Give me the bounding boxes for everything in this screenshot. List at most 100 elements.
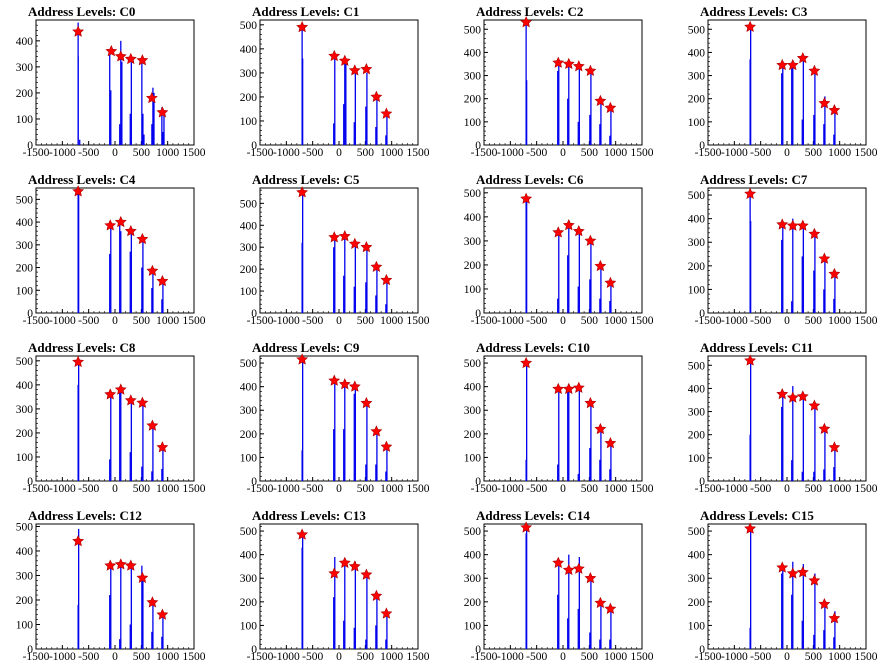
peak-marker — [105, 45, 118, 57]
x-tick-label: -1000 — [49, 147, 76, 159]
x-tick-label: 1000 — [828, 483, 851, 495]
y-tick-label: 0 — [475, 476, 481, 488]
peak-marker — [156, 608, 169, 620]
plot-frame — [483, 355, 643, 482]
x-tick-label: 500 — [805, 651, 823, 663]
peak-marker — [136, 54, 149, 66]
peak-marker — [296, 20, 309, 33]
x-tick-label: 1500 — [631, 147, 654, 159]
chart-panel: Address Levels: C11 0 100 200 300 400 500 -1500… — [672, 336, 896, 504]
chart-title: Address Levels: C8 — [28, 340, 136, 355]
y-tick-label: 400 — [240, 382, 258, 394]
peak-marker — [104, 559, 117, 571]
x-tick-label: 1500 — [183, 483, 206, 495]
peak-marker — [796, 219, 809, 231]
chart-plot: 0 100 200 300 400 -1500 -1000 -500 0 500 1000 1500 — [16, 19, 206, 159]
x-tick-label: -1000 — [497, 147, 524, 159]
peak-marker — [828, 104, 841, 116]
y-tick-label: 100 — [464, 117, 482, 129]
y-tick-label: 500 — [240, 20, 258, 32]
plot-frame — [259, 19, 419, 146]
chart-plot: 0 100 200 300 400 500 -1500 -1000 -500 0 500 1000 15… — [464, 16, 654, 159]
chart-title: Address Levels: C11 — [700, 340, 814, 355]
x-tick-label: 1500 — [631, 483, 654, 495]
y-tick-label: 100 — [464, 620, 482, 632]
plot-frame — [259, 187, 419, 314]
y-tick-label: 200 — [464, 429, 482, 441]
peak-marker — [296, 353, 309, 365]
x-tick-label: -1000 — [273, 483, 300, 495]
x-tick-label: -1500 — [23, 651, 50, 663]
chart-plot: 0 100 200 300 400 500 -1500 -1000 -500 0 500 1000 15… — [240, 353, 430, 495]
peak-marker — [786, 219, 799, 231]
x-tick-label: -500 — [78, 147, 99, 159]
peak-marker — [744, 522, 757, 534]
y-tick-label: 200 — [16, 88, 34, 100]
x-tick-label: -1500 — [695, 315, 722, 327]
peak-marker — [328, 374, 341, 386]
plot-frame — [259, 523, 419, 650]
peak-marker — [145, 91, 158, 104]
x-tick-label: -1500 — [695, 651, 722, 663]
y-tick-label: 200 — [16, 428, 34, 440]
chart-panel: Address Levels: C5 0 100 200 300 400 500 -1500-… — [224, 168, 448, 336]
peak-marker — [520, 192, 533, 204]
chart-title: Address Levels: C13 — [252, 508, 366, 523]
x-tick-label: -1500 — [247, 483, 274, 495]
y-tick-label: 400 — [464, 550, 482, 562]
y-tick-label: 300 — [464, 71, 482, 83]
x-tick-label: 500 — [805, 483, 823, 495]
y-tick-label: 500 — [240, 526, 258, 538]
peak-marker — [808, 227, 821, 240]
x-tick-label: 1000 — [156, 483, 179, 495]
x-tick-label: 0 — [112, 483, 118, 495]
plot-frame — [483, 523, 643, 650]
peak-marker — [146, 419, 159, 431]
y-tick-label: 300 — [16, 404, 34, 416]
chart-title: Address Levels: C12 — [28, 508, 142, 523]
y-tick-label: 0 — [27, 476, 33, 488]
x-tick-label: 1000 — [156, 651, 179, 663]
x-tick-label: -1500 — [471, 651, 498, 663]
y-tick-label: 200 — [464, 260, 482, 272]
peak-marker — [594, 259, 607, 272]
peak-marker — [360, 568, 373, 580]
x-tick-label: -1000 — [273, 147, 300, 159]
y-tick-label: 200 — [240, 429, 258, 441]
x-tick-label: 1500 — [631, 315, 654, 327]
y-tick-label: 300 — [240, 242, 258, 254]
peak-marker — [562, 382, 575, 395]
peak-marker — [296, 528, 309, 540]
peak-marker — [786, 58, 799, 71]
chart-title: Address Levels: C15 — [700, 508, 814, 523]
peak-marker — [338, 54, 351, 66]
plot-frame — [707, 355, 867, 482]
y-tick-label: 300 — [688, 237, 706, 249]
chart-plot: 0 100 200 300 400 500 -1500 -1000 -500 0 500 1000 15… — [688, 187, 878, 327]
x-tick-label: -1000 — [497, 315, 524, 327]
peak-marker — [776, 58, 789, 71]
peak-marker — [828, 267, 841, 280]
peak-marker — [328, 567, 341, 579]
plot-frame — [35, 523, 195, 650]
x-tick-label: 0 — [336, 483, 342, 495]
x-tick-label: 1500 — [183, 315, 206, 327]
chart-panel: Address Levels: C4 0 100 200 300 400 500 -1500-… — [0, 168, 224, 336]
peak-marker — [380, 607, 393, 619]
x-tick-label: 1000 — [156, 147, 179, 159]
peak-marker — [114, 383, 127, 395]
peak-marker — [114, 50, 127, 62]
peak-marker — [156, 274, 169, 287]
peak-marker — [380, 107, 393, 119]
x-tick-label: -1000 — [49, 483, 76, 495]
y-tick-label: 200 — [464, 597, 482, 609]
y-tick-label: 300 — [688, 71, 706, 83]
chart-title: Address Levels: C14 — [476, 508, 590, 523]
peak-marker — [808, 574, 821, 586]
peak-marker — [104, 219, 117, 231]
x-tick-label: 1500 — [183, 651, 206, 663]
peak-marker — [808, 399, 821, 411]
peak-marker — [572, 562, 585, 574]
y-tick-label: 500 — [240, 358, 258, 370]
